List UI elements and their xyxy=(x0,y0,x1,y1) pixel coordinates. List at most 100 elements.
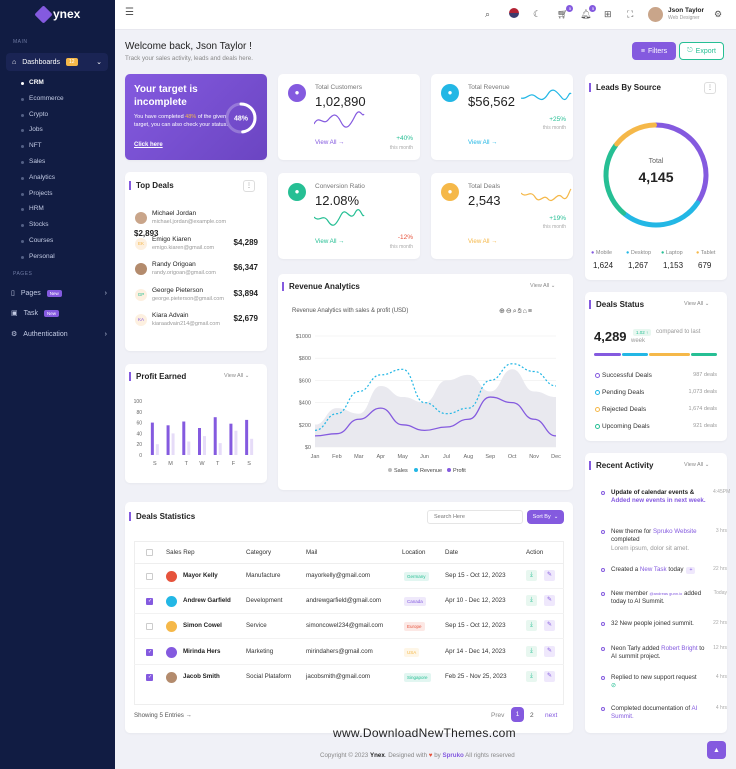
footer-brand[interactable]: Ynex xyxy=(369,752,385,759)
moon-icon[interactable]: ☾ xyxy=(533,9,542,19)
edit-icon[interactable]: ✎ xyxy=(544,595,555,607)
activity-highlight[interactable]: Spruko Website xyxy=(652,528,697,535)
kpi-view-all[interactable]: View All → xyxy=(468,238,497,245)
sidebar-subitem-ecommerce[interactable]: Ecommerce xyxy=(21,94,64,102)
kpi-view-all[interactable]: View All → xyxy=(315,139,344,146)
sidebar-item-task[interactable]: ▣ Task New xyxy=(11,309,107,317)
sidebar-subitem-stocks[interactable]: Stocks xyxy=(21,221,49,229)
location-badge: Singapore xyxy=(404,672,431,682)
revenue-view-all[interactable]: View All ⌄ xyxy=(530,283,556,289)
activity-text: Completed documentation of xyxy=(611,705,692,712)
click-here-link[interactable]: Click here xyxy=(134,142,163,148)
sidebar-subitem-projects[interactable]: Projects xyxy=(20,189,53,197)
kpi-view-all[interactable]: View All → xyxy=(315,238,344,245)
user-name[interactable]: Json Taylor xyxy=(668,7,705,14)
activity-highlight[interactable]: @andreas gunn.io xyxy=(649,591,683,596)
download-icon[interactable]: ⤓ xyxy=(526,645,537,657)
pan-icon[interactable]: ✋︎ xyxy=(517,308,523,315)
sort-by-button[interactable]: Sort By ⌄ xyxy=(527,510,564,524)
activity-text: 32 New people joined summit. xyxy=(611,620,694,627)
edit-icon[interactable]: ✎ xyxy=(544,620,555,632)
row-checkbox[interactable] xyxy=(146,573,153,580)
zoom-select-icon[interactable]: ⌕ xyxy=(512,308,518,315)
edit-icon[interactable]: ✎ xyxy=(544,670,555,682)
sidebar-item-pages[interactable]: ▯ Pages New › xyxy=(11,289,107,297)
zoom-in-icon[interactable]: ⊕ xyxy=(499,308,506,315)
status-bar-segment xyxy=(622,353,648,356)
row-checkbox[interactable] xyxy=(146,648,153,656)
activity-item: New member @andreas gunn.io added today … xyxy=(601,590,727,607)
sales-area xyxy=(315,369,556,447)
apps-grid-icon[interactable]: ⊞ xyxy=(604,9,612,19)
sidebar-subitem-courses[interactable]: Courses xyxy=(20,237,54,244)
settings-gear-icon[interactable]: ⚙ xyxy=(714,9,723,19)
download-icon[interactable]: ⤓ xyxy=(526,670,537,682)
sidebar-item-dashboards[interactable]: ⌂ Dashboards 12 ⌄ xyxy=(6,53,108,71)
edit-icon[interactable]: ✎ xyxy=(544,570,555,581)
deals-status-title: Deals Status xyxy=(589,300,644,309)
sidebar-subitem-sales[interactable]: Sales xyxy=(20,158,46,165)
activity-highlight[interactable]: Added new events in next week. xyxy=(611,497,706,505)
avatar xyxy=(166,596,177,608)
sidebar-subitem-jobs[interactable]: Jobs xyxy=(21,126,43,134)
zoom-out-icon[interactable]: ⊖ xyxy=(505,308,513,315)
kpi-card: ● Total Customers 1,02,890 View All → +40% th… xyxy=(278,74,420,160)
kpi-value: 1,02,890 xyxy=(315,94,366,109)
profit-view-all[interactable]: View All ⌄ xyxy=(224,373,250,379)
chart-toolbar[interactable]: ⊕⊖⌕✋︎⌂≡ xyxy=(499,307,533,316)
export-icon: ⎋ xyxy=(687,47,693,54)
more-options-icon[interactable]: ⋮ xyxy=(704,82,716,94)
row-checkbox[interactable] xyxy=(146,673,153,681)
activity-highlight[interactable]: New Task xyxy=(639,566,667,573)
page-1-button[interactable]: 1 xyxy=(511,707,524,722)
filters-button[interactable]: ≡ Filters xyxy=(632,42,676,60)
next-page-button[interactable]: next xyxy=(545,712,558,719)
download-icon[interactable]: ⤓ xyxy=(526,620,537,632)
activity-highlight[interactable]: AI Summit. xyxy=(611,705,698,721)
recent-view-all[interactable]: View All ⌄ xyxy=(684,462,710,468)
row-checkbox[interactable] xyxy=(146,623,153,631)
sidebar-subitem-crm[interactable]: CRM xyxy=(21,79,44,86)
select-all-checkbox[interactable] xyxy=(146,549,153,556)
sidebar-subitem-hrm[interactable]: HRM xyxy=(21,205,44,213)
download-icon[interactable]: ⤓ xyxy=(526,570,537,581)
category: Social Plataform xyxy=(246,672,292,680)
sidebar-subitem-nft[interactable]: NFT xyxy=(21,142,42,150)
flag-us-icon[interactable] xyxy=(509,8,519,18)
export-button[interactable]: ⎋ Export xyxy=(679,42,724,60)
deals-status-view-all[interactable]: View All ⌄ xyxy=(684,301,710,307)
row-divider xyxy=(134,613,564,615)
menu-toggle-icon[interactable]: ☰ xyxy=(125,7,134,18)
menu-icon[interactable]: ≡ xyxy=(527,308,533,315)
reset-home-icon[interactable]: ⌂ xyxy=(522,308,528,315)
avatar[interactable] xyxy=(648,7,663,22)
footer-spruko-link[interactable]: Spruko xyxy=(442,752,464,759)
sales-rep-name: Andrew Garfield xyxy=(183,597,231,605)
brand-logo[interactable]: ynex xyxy=(34,4,80,24)
x-tick-label: M xyxy=(168,461,173,467)
search-icon[interactable]: ⌕ xyxy=(485,9,491,19)
search-input[interactable] xyxy=(427,510,523,524)
sidebar-item-authentication[interactable]: ⚙ Authentication › xyxy=(11,330,107,339)
edit-icon[interactable]: ✎ xyxy=(544,645,555,657)
sidebar-subitem-crypto[interactable]: Crypto xyxy=(20,110,49,118)
row-checkbox[interactable] xyxy=(146,598,153,606)
page-2-button[interactable]: 2 xyxy=(530,712,534,719)
prev-page-button[interactable]: Prev xyxy=(491,712,505,719)
activity-item: 32 New people joined summit. 22 hrs xyxy=(601,620,727,628)
kpi-change: -12% xyxy=(397,234,413,241)
sidebar-subitem-personal[interactable]: Personal xyxy=(21,252,55,260)
bell-icon[interactable]: 🔔︎ 5 xyxy=(580,5,597,20)
sales-rep-name: Jacob Smith xyxy=(183,672,220,680)
other-bar xyxy=(203,436,206,455)
scroll-top-button[interactable]: ▲ xyxy=(707,741,726,759)
fullscreen-icon[interactable]: ⛶ xyxy=(627,9,634,19)
plus-icon[interactable]: + xyxy=(686,567,696,574)
sidebar-subitem-analytics[interactable]: Analytics xyxy=(20,173,56,181)
download-icon[interactable]: ⤓ xyxy=(526,595,537,607)
activity-highlight[interactable]: Robert Bright xyxy=(661,645,698,652)
more-options-icon[interactable]: ⋮ xyxy=(243,180,255,192)
deal-amount: $2,893 xyxy=(134,229,159,238)
kpi-view-all[interactable]: View All → xyxy=(468,139,497,146)
cart-icon[interactable]: 🛒︎ 5 xyxy=(557,5,574,20)
